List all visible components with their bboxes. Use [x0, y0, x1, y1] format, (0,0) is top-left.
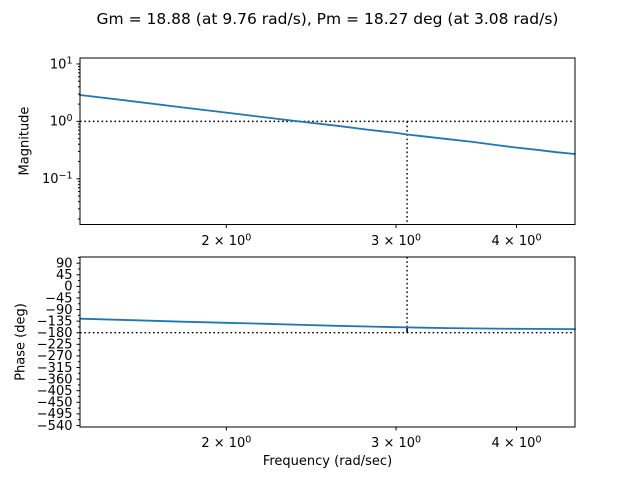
y-tick-label: 10−1 [42, 171, 73, 188]
y-tick-label: −405 [37, 384, 73, 399]
y-tick-label: −135 [37, 314, 73, 329]
y-tick-label: 0 [64, 280, 72, 295]
y-tick-label: −225 [37, 338, 73, 353]
magnitude-axes-frame [79, 57, 576, 225]
y-tick-label: −180 [37, 326, 73, 341]
y-tick-label: −90 [45, 303, 72, 318]
magnitude-curve [79, 94, 576, 155]
phase-curve [79, 317, 576, 331]
y-tick-label: −450 [37, 396, 73, 411]
x-tick-label: 2 × 100 [201, 232, 251, 249]
y-tick-label: −495 [37, 407, 73, 422]
y-tick-label: −315 [37, 361, 73, 376]
phase-axes-frame [79, 256, 576, 428]
x-tick-label: 3 × 100 [371, 434, 421, 451]
y-tick-label: −540 [37, 419, 73, 434]
y-tick-label: 45 [56, 268, 73, 283]
y-tick-label: 101 [50, 56, 73, 73]
x-tick-label: 3 × 100 [371, 232, 421, 249]
magnitude-subplot: 2 × 100 3 × 100 4 × 100 101 100 10−1 [42, 56, 576, 249]
phase-subplot: 2 × 100 3 × 100 4 × 100 90450−45−90−135−180… [37, 256, 576, 451]
x-tick-label: 4 × 100 [491, 434, 541, 451]
y-tick-label: 100 [50, 113, 73, 130]
y-tick-label: −45 [45, 291, 72, 306]
y-tick-label: 90 [56, 256, 73, 271]
y-tick-label: −270 [37, 349, 73, 364]
y-tick-label: −360 [37, 372, 73, 387]
x-axis-label: Frequency (rad/sec) [262, 454, 393, 469]
x-tick-label: 4 × 100 [491, 232, 541, 249]
plot-title: Gm = 18.88 (at 9.76 rad/s), Pm = 18.27 d… [96, 10, 559, 28]
x-tick-label: 2 × 100 [201, 434, 251, 451]
